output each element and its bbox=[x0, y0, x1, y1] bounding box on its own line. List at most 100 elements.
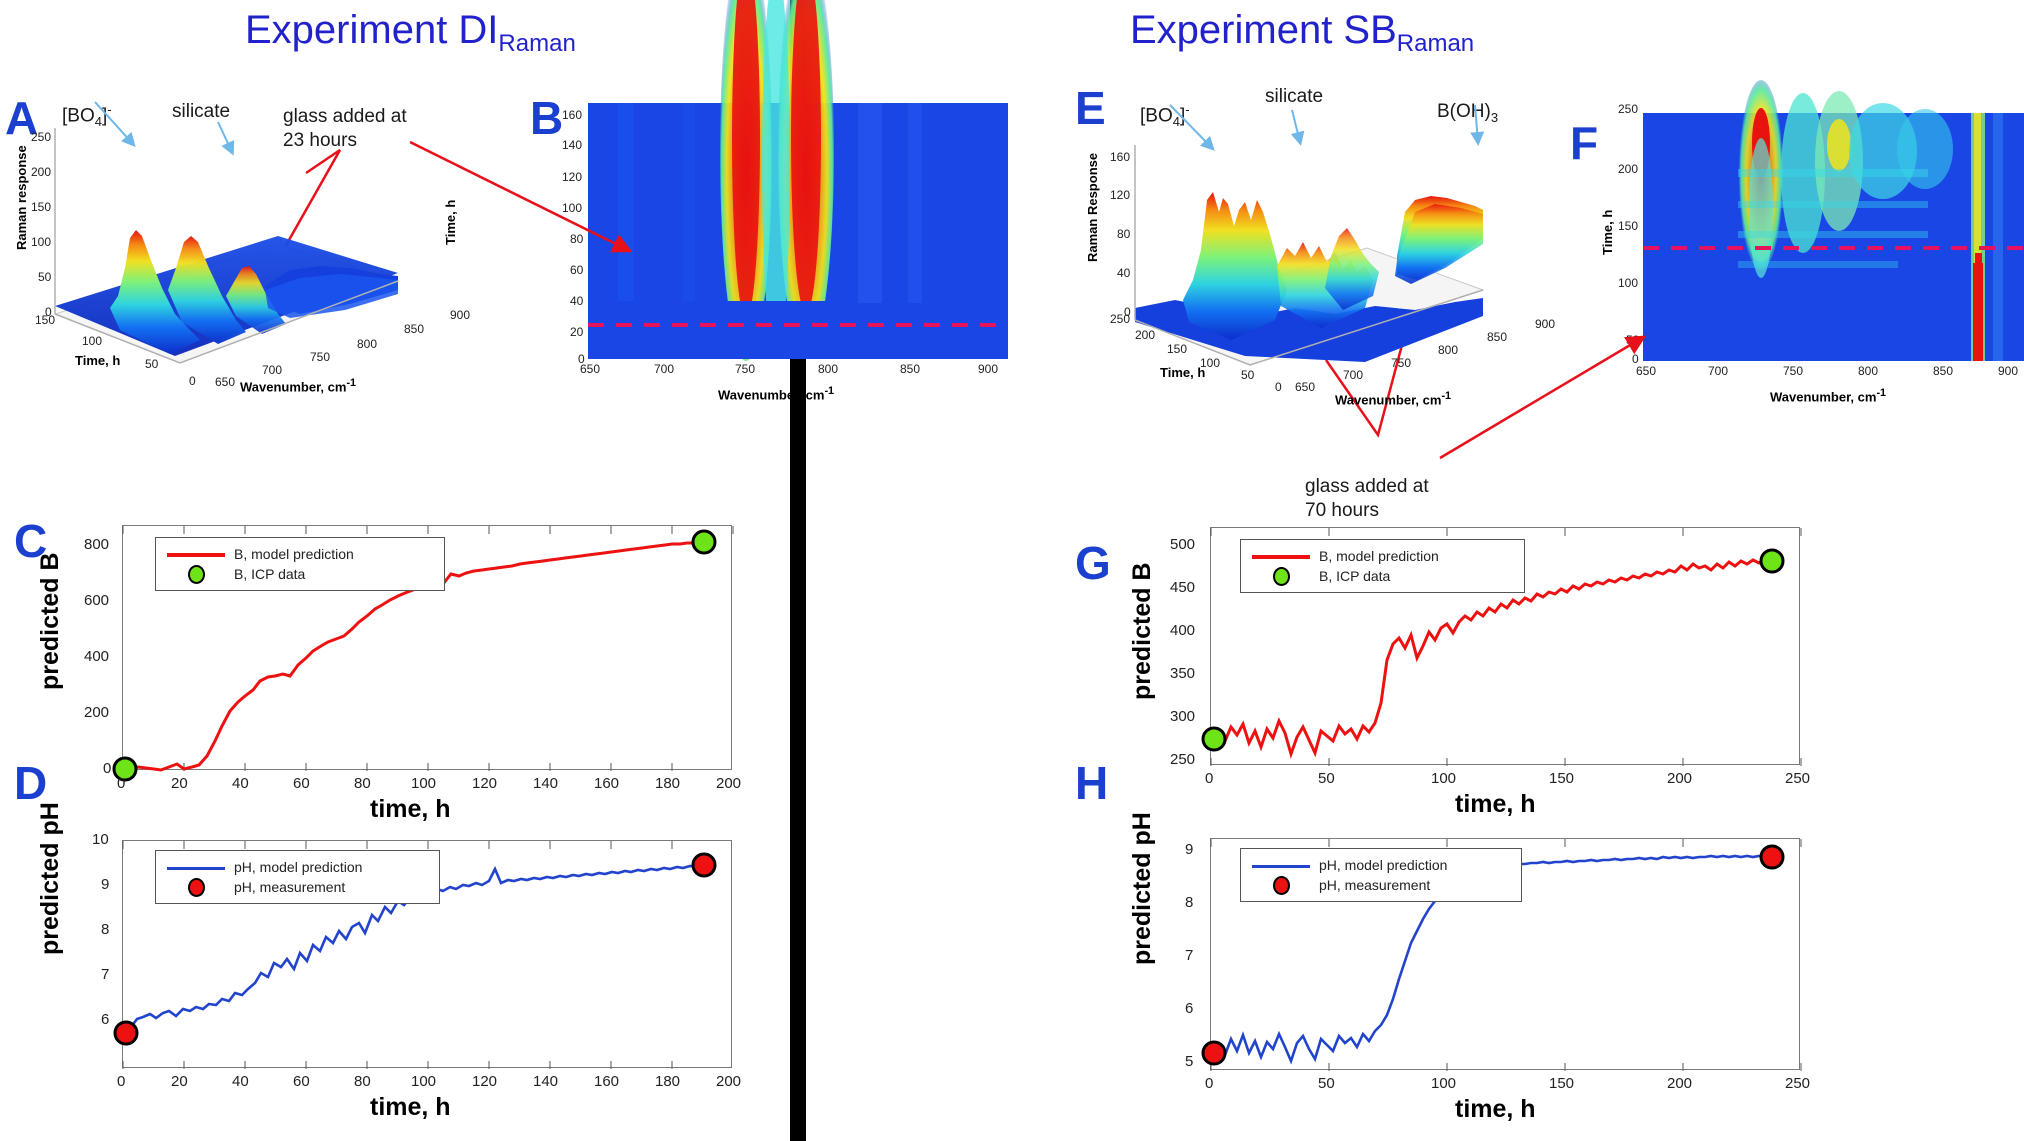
panel-letter-b: B bbox=[530, 92, 564, 144]
panel-e-ylabel: Raman Response bbox=[1085, 152, 1100, 262]
panel-g-legend-label-0: B, model prediction bbox=[1319, 548, 1439, 564]
panel-a-wntick-700: 700 bbox=[262, 363, 283, 377]
legend-line-blue-h bbox=[1252, 864, 1310, 868]
panel-f-ytick-150: 150 bbox=[1618, 219, 1639, 233]
panel-c-xtick-140: 140 bbox=[533, 775, 559, 792]
panel-c-xtick-80: 80 bbox=[354, 775, 371, 792]
panel-f-xtick-750: 750 bbox=[1783, 364, 1804, 378]
panel-c-xtick-160: 160 bbox=[594, 775, 620, 792]
panel-b-xtick-900: 900 bbox=[978, 362, 999, 376]
panel-f-ytick-200: 200 bbox=[1618, 162, 1639, 176]
panel-h-ytick-6: 6 bbox=[1185, 1000, 1194, 1017]
panel-b-ytick-20: 20 bbox=[570, 325, 584, 339]
panel-letter-f: F bbox=[1570, 117, 1599, 169]
panel-b-xtick-750: 750 bbox=[735, 362, 756, 376]
panel-g-ytick-450: 450 bbox=[1170, 579, 1196, 596]
panel-a-wntick-650: 650 bbox=[215, 375, 236, 389]
panel-e-timetick-50: 50 bbox=[1241, 368, 1255, 382]
panel-d-xtick-80: 80 bbox=[354, 1073, 371, 1090]
annotation-glass-added-e: glass added at 70 hours bbox=[1305, 476, 1429, 521]
panel-e-wntick-800: 800 bbox=[1438, 343, 1459, 357]
legend-line-red-g bbox=[1252, 555, 1310, 560]
panel-d-xtick-20: 20 bbox=[171, 1073, 188, 1090]
panel-letter-g: G bbox=[1075, 537, 1111, 589]
legend-line-blue-d bbox=[167, 866, 225, 870]
panel-d-xtick-180: 180 bbox=[655, 1073, 681, 1090]
panel-h-xtick-150: 150 bbox=[1549, 1075, 1575, 1092]
panel-d-ytick-9: 9 bbox=[101, 876, 110, 893]
panel-e-timetick-0: 0 bbox=[1275, 380, 1282, 394]
left-title-sub: Raman bbox=[498, 30, 576, 57]
legend-dot-red-d bbox=[187, 877, 205, 897]
panel-c-xtick-180: 180 bbox=[655, 775, 681, 792]
panel-d-xtick-60: 60 bbox=[293, 1073, 310, 1090]
panel-g-ytick-400: 400 bbox=[1170, 622, 1196, 639]
panel-letter-e: E bbox=[1075, 82, 1106, 134]
panel-c-xtick-0: 0 bbox=[117, 775, 126, 792]
panel-b-heatmap bbox=[588, 0, 1008, 361]
panel-d-xlabel: time, h bbox=[370, 1093, 451, 1121]
panel-h-ytick-9: 9 bbox=[1185, 841, 1194, 858]
panel-c-xtick-40: 40 bbox=[232, 775, 249, 792]
panel-b-ytick-100: 100 bbox=[562, 201, 583, 215]
panel-c-legend: B, model prediction B, ICP data bbox=[155, 537, 445, 591]
panel-d-ytick-10: 10 bbox=[92, 831, 109, 848]
panel-c-legend-label-0: B, model prediction bbox=[234, 546, 354, 562]
annotation-bo4-e: [BO4]- bbox=[1140, 101, 1190, 129]
panel-c-xtick-200: 200 bbox=[716, 775, 742, 792]
panel-g-ytick-500: 500 bbox=[1170, 536, 1196, 553]
panel-g-chart bbox=[1201, 528, 1802, 766]
panel-g-xtick-0: 0 bbox=[1205, 770, 1214, 787]
panel-e-ytick-0: 0 bbox=[1124, 305, 1131, 319]
panel-d-xtick-140: 140 bbox=[533, 1073, 559, 1090]
panel-b-xtick-800: 800 bbox=[818, 362, 839, 376]
panel-a-time-axis-title: Time, h bbox=[75, 353, 121, 368]
panel-a-ytick-0: 0 bbox=[45, 305, 52, 319]
panel-b-ytick-160: 160 bbox=[562, 108, 583, 122]
panel-c-xtick-20: 20 bbox=[171, 775, 188, 792]
panel-f-xtick-900: 900 bbox=[1998, 364, 2019, 378]
panel-d-xtick-40: 40 bbox=[232, 1073, 249, 1090]
panel-f-xtick-700: 700 bbox=[1708, 364, 1729, 378]
panel-b-xlabel: Wavenumber, cm-1 bbox=[718, 385, 835, 403]
panel-a-timetick-150: 150 bbox=[35, 313, 56, 327]
panel-e-time-axis-title: Time, h bbox=[1160, 365, 1206, 380]
panel-g-icp-marker-start bbox=[1201, 726, 1227, 752]
panel-h-ylabel: predicted pH bbox=[1128, 812, 1156, 965]
panel-d-ytick-6: 6 bbox=[101, 1011, 110, 1028]
annotation-boh3-e: B(OH)3 bbox=[1437, 100, 1499, 125]
left-title-main: Experiment DI bbox=[245, 8, 499, 52]
panel-e-timetick-150: 150 bbox=[1167, 342, 1188, 356]
panel-h-legend-label-1: pH, measurement bbox=[1319, 877, 1431, 893]
panel-a-wntick-800: 800 bbox=[357, 337, 378, 351]
panel-d-legend: pH, model prediction pH, measurement bbox=[155, 850, 440, 904]
panel-g-ylabel: predicted B bbox=[1128, 562, 1156, 700]
panel-h-xtick-200: 200 bbox=[1667, 1075, 1693, 1092]
panel-f-xlabel: Wavenumber, cm-1 bbox=[1770, 387, 1887, 405]
panel-h-measurement-marker-start bbox=[1201, 1040, 1227, 1066]
panel-a-ytick-50: 50 bbox=[38, 270, 52, 284]
panel-a-timetick-50: 50 bbox=[145, 357, 159, 371]
panel-b-xtick-850: 850 bbox=[900, 362, 921, 376]
panel-a-ytick-100: 100 bbox=[31, 235, 52, 249]
panel-h-xtick-250: 250 bbox=[1785, 1075, 1811, 1092]
panel-e-wntick-900: 900 bbox=[1535, 317, 1556, 331]
panel-a-timetick-0: 0 bbox=[189, 374, 196, 388]
annotation-silicate-a: silicate bbox=[172, 101, 231, 122]
panel-a-wntick-850: 850 bbox=[404, 322, 425, 336]
panel-b-ytick-80: 80 bbox=[570, 232, 584, 246]
right-title-main: Experiment SB bbox=[1130, 8, 1397, 52]
panel-g-xtick-100: 100 bbox=[1431, 770, 1457, 787]
panel-e-wn-axis-title: Wavenumber, cm-1 bbox=[1335, 390, 1452, 408]
panel-letter-h: H bbox=[1075, 757, 1109, 809]
right-experiment-title: Experiment SBRaman bbox=[1130, 8, 1474, 57]
arrow-silicate-e bbox=[1290, 109, 1305, 146]
panel-g-xlabel: time, h bbox=[1455, 790, 1536, 818]
panel-g-ytick-350: 350 bbox=[1170, 665, 1196, 682]
panel-f-ytick-50: 50 bbox=[1626, 333, 1640, 347]
panel-d-legend-label-0: pH, model prediction bbox=[234, 859, 363, 875]
panel-c-xlabel: time, h bbox=[370, 795, 451, 823]
panel-g-xtick-50: 50 bbox=[1318, 770, 1335, 787]
panel-c-icp-marker-start bbox=[112, 756, 138, 782]
panel-a-ytick-200: 200 bbox=[31, 165, 52, 179]
